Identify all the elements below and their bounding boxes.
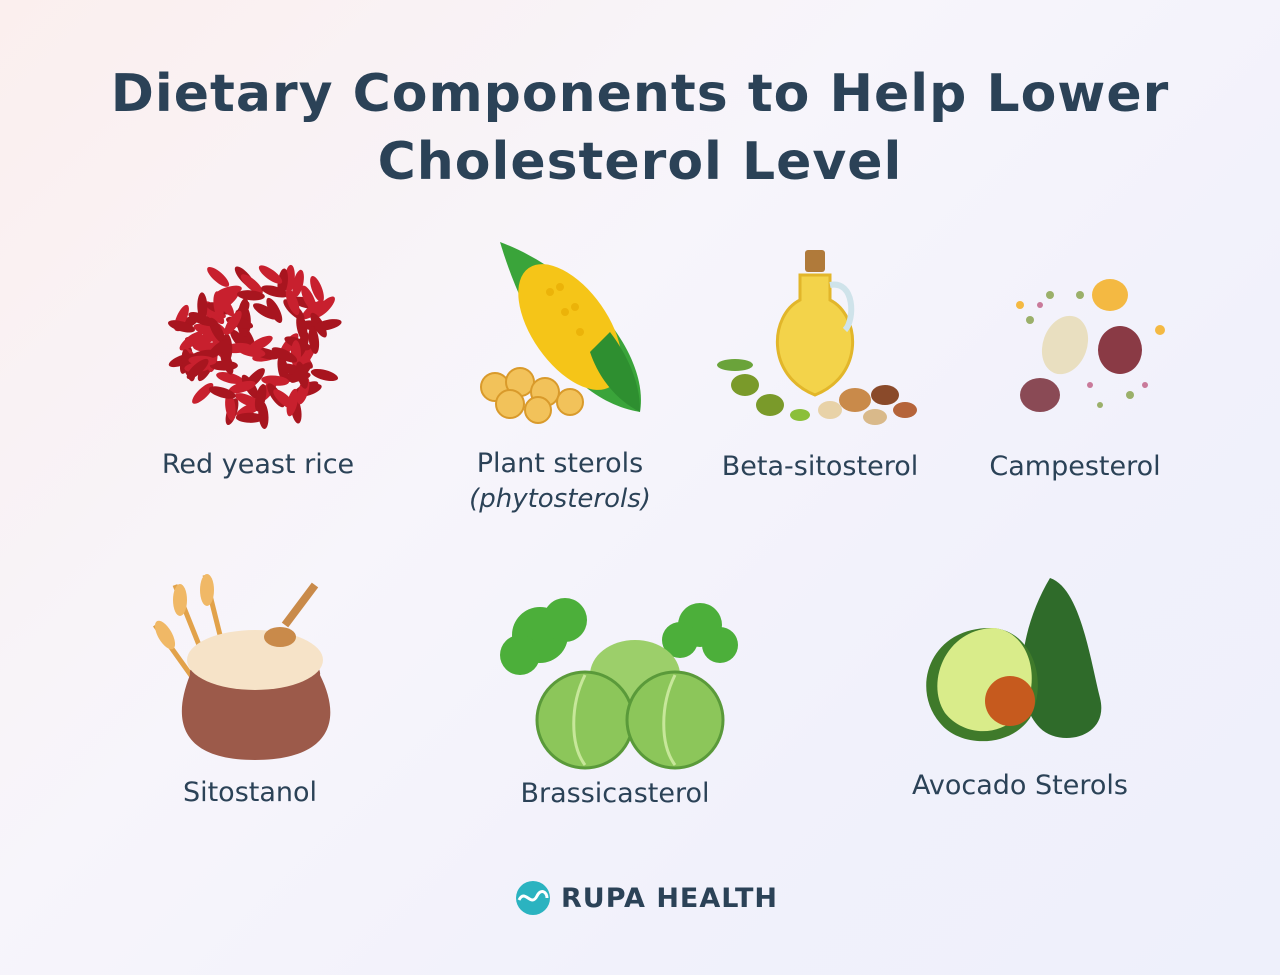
rice-grain	[254, 384, 267, 412]
rice-grain	[236, 290, 265, 301]
rupa-health-logo: RUPA HEALTH	[515, 880, 778, 916]
rice-grain	[191, 332, 218, 347]
rice-grain	[314, 319, 342, 331]
rice-grain	[240, 274, 263, 295]
item-plant-sterols: Plant sterols (phytosterols)	[410, 232, 710, 516]
item-red-yeast-rice: Red yeast rice	[108, 245, 408, 483]
rice-grain	[310, 368, 339, 382]
item-brassicasterol: Brassicasterol	[465, 595, 765, 812]
avocado-icon	[926, 578, 1102, 742]
item-beta-sitosterol: Beta-sitosterol	[670, 245, 970, 485]
rice-grain	[186, 358, 209, 380]
rice-grain	[247, 335, 273, 352]
wheat-flour-sack-icon	[152, 574, 331, 760]
rice-grain	[258, 265, 283, 284]
title-line-1: Dietary Components to Help Lower	[110, 64, 1170, 124]
item-sublabel: (phytosterols)	[469, 484, 651, 514]
rupa-health-logo-icon	[516, 881, 550, 915]
rice-grain	[167, 320, 196, 333]
rice-grain	[308, 326, 320, 354]
rice-grain	[216, 372, 244, 384]
beans-icon	[1016, 279, 1165, 412]
rice-grain	[179, 331, 203, 351]
rice-grain	[234, 393, 261, 408]
rice-grain	[310, 275, 324, 303]
rice-grain	[197, 292, 208, 321]
page-title: Dietary Components to Help Lower Cholest…	[0, 60, 1280, 196]
item-label: Brassicasterol	[520, 778, 710, 809]
item-avocado-sterols: Avocado Sterols	[870, 568, 1170, 804]
broccoli-cabbage-icon	[500, 598, 738, 770]
rice-grain	[208, 386, 236, 399]
rice-grain	[213, 291, 224, 320]
rice-grain	[207, 266, 230, 287]
item-label: Sitostanol	[182, 777, 318, 808]
rice-grain	[228, 380, 256, 394]
rice-grain	[277, 268, 288, 297]
item-label: Red yeast rice	[161, 449, 355, 480]
oil-and-nuts-icon	[717, 250, 917, 425]
rice-grain	[192, 382, 214, 404]
title-line-2: Cholesterol Level	[377, 132, 903, 192]
rice-grain	[235, 412, 264, 423]
corn-icon	[480, 242, 641, 424]
rice-grain	[286, 388, 299, 417]
rice-grain	[266, 297, 283, 323]
rice-grain	[224, 310, 242, 335]
item-label: Campesterol	[989, 451, 1161, 482]
item-label: Avocado Sterols	[912, 770, 1128, 801]
rice-grain	[290, 362, 312, 383]
rice-grain	[225, 392, 236, 421]
item-label: Beta-sitosterol	[721, 451, 919, 482]
rice-grain	[301, 285, 317, 312]
rice-grain	[207, 339, 231, 359]
item-label: Plant sterols	[476, 448, 644, 479]
rice-grain	[271, 347, 298, 363]
item-sitostanol: Sitostanol	[100, 565, 400, 811]
red-yeast-rice-icon	[167, 264, 342, 429]
rice-grain	[261, 375, 290, 386]
brand-name: RUPA HEALTH	[561, 882, 779, 914]
rice-grain	[292, 269, 304, 298]
rice-grain	[285, 288, 300, 316]
rice-grain	[314, 296, 335, 318]
rice-grain	[209, 360, 238, 371]
item-campesterol: Campesterol	[925, 245, 1225, 485]
